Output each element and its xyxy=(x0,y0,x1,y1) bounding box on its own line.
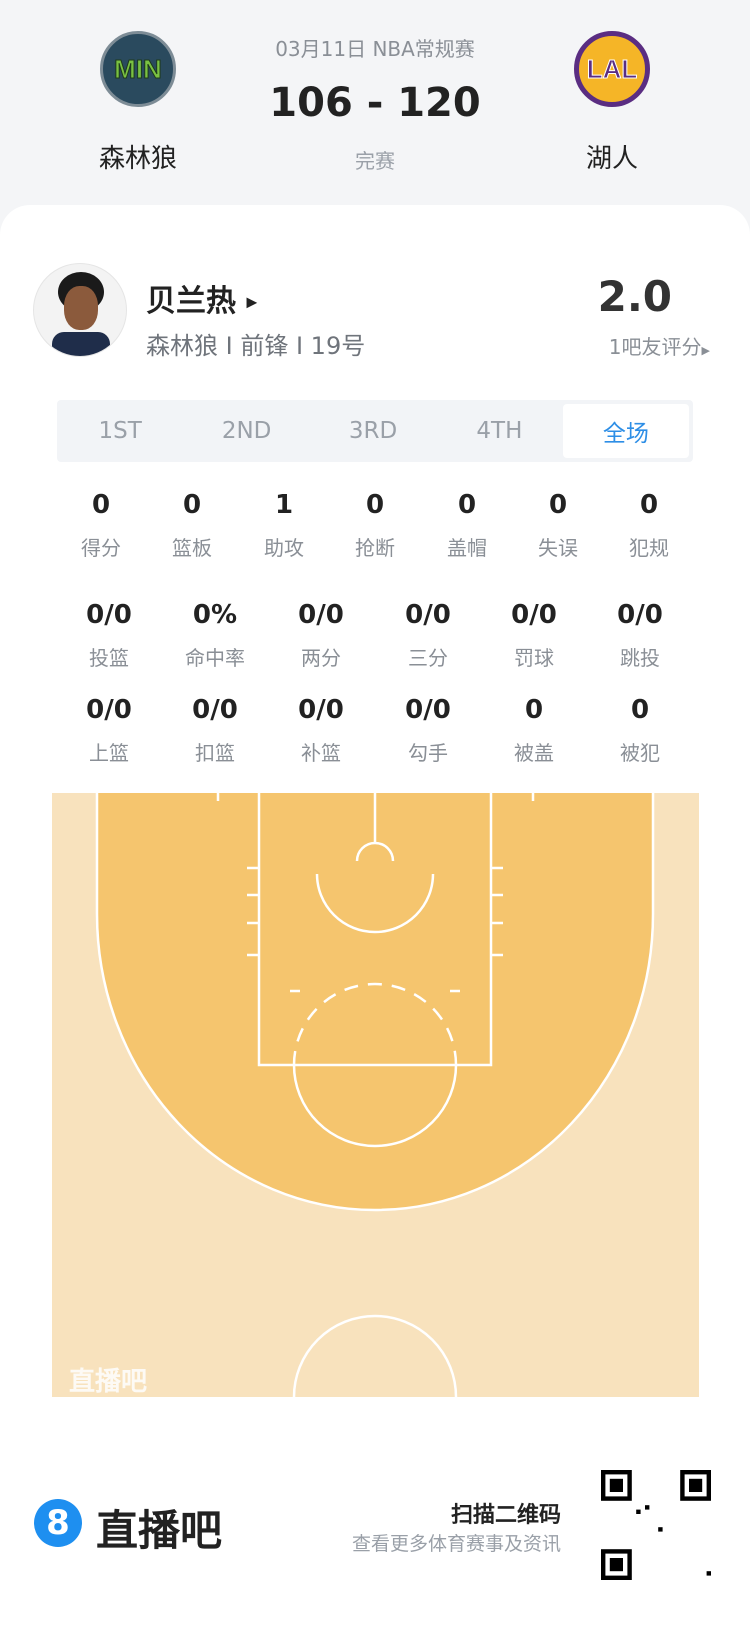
three-point-line xyxy=(95,793,655,1212)
player-info: 森林狼 I 前锋 I 19号 xyxy=(146,332,366,360)
stat-label: 被盖 xyxy=(514,741,554,765)
stat-label: 盖帽 xyxy=(447,536,487,560)
rating-label: 1吧友评分 xyxy=(608,335,702,359)
tab-1st[interactable]: 1ST xyxy=(98,418,142,444)
tab-2nd[interactable]: 2ND xyxy=(221,418,272,444)
court-svg xyxy=(52,789,699,1480)
stat-label: 跳投 xyxy=(620,646,660,670)
player-name-link[interactable]: 贝兰热 ▶ xyxy=(146,276,257,320)
stat-label: 三分 xyxy=(408,646,448,670)
period-tabs: 1ST 2ND 3RD 4TH 全场 xyxy=(57,400,693,462)
shot-chart-court: 直播吧 xyxy=(52,789,699,1480)
stat-value: 0/0 xyxy=(86,695,132,725)
stat-label: 得分 xyxy=(81,536,121,560)
tab-4th[interactable]: 4TH xyxy=(476,418,523,444)
stat-value: 0/0 xyxy=(617,600,663,630)
stat-label: 失误 xyxy=(538,536,578,560)
restricted-area xyxy=(315,873,435,934)
stat-value: 0/0 xyxy=(511,600,557,630)
stat-value: 0 xyxy=(639,490,659,520)
caret-right-icon: ▶ xyxy=(701,344,710,357)
three-point-area xyxy=(97,793,653,1210)
stat-value: 0 xyxy=(91,490,111,520)
stat-value: 0/0 xyxy=(405,600,451,630)
match-score: 106 - 120 xyxy=(269,80,481,126)
stat-value: 0 xyxy=(630,695,650,725)
stat-value: 0 xyxy=(365,490,385,520)
stat-label: 扣篮 xyxy=(195,741,235,765)
stat-value: 0 xyxy=(548,490,568,520)
stat-value: 0/0 xyxy=(298,600,344,630)
stat-label: 抢断 xyxy=(355,536,395,560)
stat-label: 上篮 xyxy=(89,741,129,765)
rim xyxy=(355,841,395,862)
court-watermark: 直播吧 xyxy=(69,1367,148,1397)
stat-value: 0/0 xyxy=(405,695,451,725)
home-team-logo[interactable]: MIN xyxy=(100,31,176,107)
brand-name: 直播吧 xyxy=(96,1506,223,1555)
stat-label: 补篮 xyxy=(301,741,341,765)
rating-link[interactable]: 1吧友评分▶ xyxy=(609,331,710,360)
stat-value: 0/0 xyxy=(86,600,132,630)
stat-label: 罚球 xyxy=(514,646,554,670)
stat-label: 勾手 xyxy=(408,741,448,765)
qr-code[interactable] xyxy=(600,1470,712,1580)
player-avatar[interactable] xyxy=(33,263,127,357)
away-team-logo[interactable]: LAL xyxy=(574,31,650,107)
scan-title: 扫描二维码 xyxy=(450,1503,561,1528)
player-rating: 2.0 xyxy=(597,272,672,321)
match-status: 完赛 xyxy=(355,149,395,173)
free-throw-circle-top xyxy=(292,982,458,1066)
scan-subtitle: 查看更多体育赛事及资讯 xyxy=(351,1533,561,1555)
tab-full-game[interactable]: 全场 xyxy=(562,404,690,458)
stat-value: 1 xyxy=(274,490,294,520)
stat-value: 0/0 xyxy=(298,695,344,725)
away-team-name[interactable]: 湖人 xyxy=(585,144,639,174)
stat-label: 犯规 xyxy=(629,536,669,560)
free-throw-circle-bottom xyxy=(292,1064,458,1148)
stat-label: 两分 xyxy=(301,646,341,670)
stat-label: 被犯 xyxy=(620,741,660,765)
stat-label: 篮板 xyxy=(172,536,212,560)
player-name: 贝兰热 xyxy=(146,284,236,319)
match-date-league: 03月11日 NBA常规赛 xyxy=(275,37,475,61)
stat-value: 0 xyxy=(524,695,544,725)
stat-label: 助攻 xyxy=(264,536,304,560)
tab-3rd[interactable]: 3RD xyxy=(348,418,398,444)
stat-value: 0 xyxy=(457,490,477,520)
caret-right-icon: ▶ xyxy=(246,294,258,311)
stat-label: 命中率 xyxy=(185,646,245,670)
home-team-name[interactable]: 森林狼 xyxy=(98,144,178,174)
stat-value: 0/0 xyxy=(192,695,238,725)
stat-value: 0 xyxy=(182,490,202,520)
stat-label: 投篮 xyxy=(89,646,129,670)
brand-logo-icon: 8 xyxy=(34,1499,82,1547)
stat-value: 0% xyxy=(192,600,238,630)
